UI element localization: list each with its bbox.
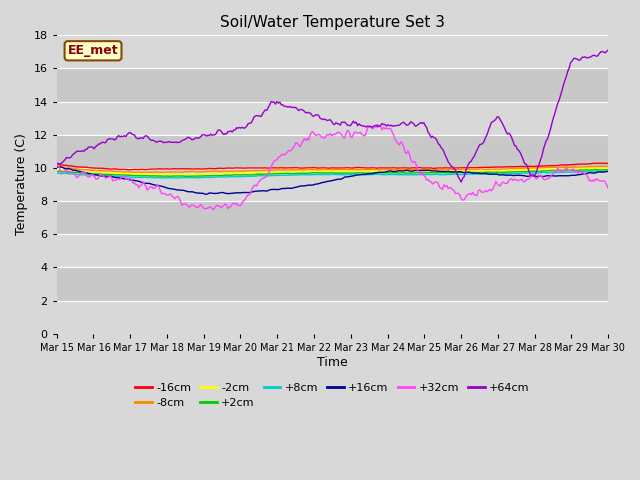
Y-axis label: Temperature (C): Temperature (C) [15, 133, 28, 236]
Bar [57, 267, 608, 300]
Bar [57, 234, 608, 267]
Text: EE_met: EE_met [68, 44, 118, 57]
Bar [57, 135, 608, 168]
Title: Soil/Water Temperature Set 3: Soil/Water Temperature Set 3 [220, 15, 445, 30]
Bar [57, 201, 608, 234]
Bar [57, 102, 608, 135]
Bar [57, 168, 608, 201]
Bar [57, 36, 608, 69]
Bar [57, 300, 608, 334]
Legend: -16cm, -8cm, -2cm, +2cm, +8cm, +16cm, +32cm, +64cm: -16cm, -8cm, -2cm, +2cm, +8cm, +16cm, +3… [131, 378, 534, 412]
Bar [57, 69, 608, 102]
X-axis label: Time: Time [317, 356, 348, 369]
